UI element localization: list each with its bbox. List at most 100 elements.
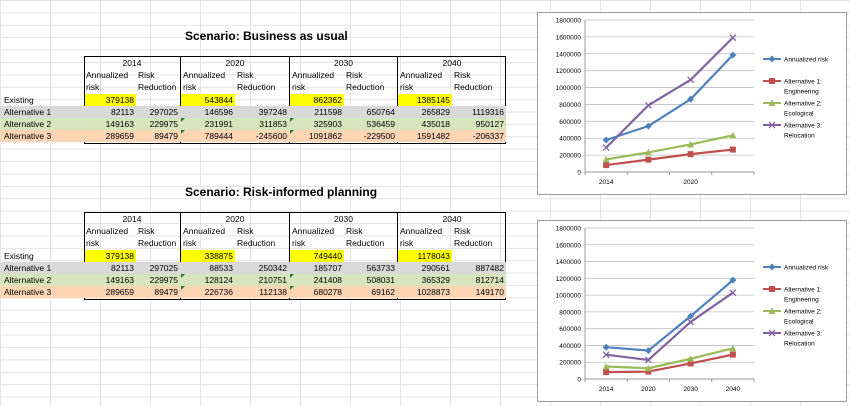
row-label[interactable]: Alternative 3 — [4, 287, 52, 297]
column-header-reduction[interactable]: Reduction — [346, 238, 385, 248]
table-cell[interactable]: 265829 — [421, 107, 450, 117]
table-cell[interactable]: 950127 — [475, 119, 504, 129]
column-header-risk[interactable]: Annualized — [292, 70, 335, 80]
table-cell[interactable]: 250342 — [258, 263, 287, 273]
table-cell[interactable]: 290561 — [421, 263, 450, 273]
table-cell[interactable]: 749440 — [290, 250, 344, 262]
table-cell[interactable]: 397248 — [258, 107, 287, 117]
table-cell[interactable]: 226736 — [204, 287, 233, 297]
year-header[interactable]: 2020 — [225, 58, 245, 68]
row-label[interactable]: Existing — [4, 251, 34, 261]
table-cell[interactable]: 1028873 — [416, 287, 450, 297]
column-header-risk[interactable]: risk — [86, 82, 100, 92]
table-cell[interactable]: 112138 — [259, 287, 287, 297]
column-header-risk[interactable]: risk — [292, 238, 306, 248]
year-header[interactable]: 2040 — [442, 214, 462, 224]
column-header-reduction[interactable]: Risk — [138, 70, 155, 80]
table-cell[interactable]: 543844 — [181, 94, 235, 106]
table-cell[interactable]: 69162 — [371, 287, 395, 297]
column-header-reduction[interactable]: Reduction — [454, 238, 493, 248]
column-header-risk[interactable]: Annualized — [86, 70, 129, 80]
column-header-reduction[interactable]: Reduction — [138, 82, 177, 92]
table-cell[interactable]: 365329 — [421, 275, 450, 285]
column-header-risk[interactable]: risk — [400, 82, 414, 92]
table-cell[interactable]: 297025 — [149, 263, 178, 273]
column-header-reduction[interactable]: Reduction — [346, 82, 385, 92]
table-cell[interactable]: 1119316 — [472, 107, 504, 117]
row-label[interactable]: Alternative 2 — [4, 275, 52, 285]
column-header-reduction[interactable]: Reduction — [138, 238, 177, 248]
table-cell[interactable]: 435018 — [421, 119, 450, 129]
column-header-reduction[interactable]: Reduction — [237, 238, 276, 248]
table-cell[interactable]: -229500 — [363, 131, 395, 141]
table-cell[interactable]: 146596 — [204, 107, 233, 117]
table-cell[interactable]: 1591482 — [416, 131, 450, 141]
table-cell[interactable]: 650764 — [366, 107, 395, 117]
table-cell[interactable]: 680278 — [313, 287, 342, 297]
column-header-risk[interactable]: risk — [292, 82, 306, 92]
column-header-risk[interactable]: Annualized — [183, 226, 226, 236]
risk-chart-business-as-usual[interactable]: 0 200000 400000 600000 800000 1000000 1200000 1… — [537, 12, 847, 195]
table-cell[interactable]: 89479 — [154, 131, 178, 141]
table-cell[interactable]: 88533 — [209, 263, 233, 273]
table-cell[interactable]: 211598 — [314, 107, 342, 117]
column-header-risk[interactable]: risk — [183, 238, 197, 248]
row-label[interactable]: Alternative 3 — [4, 131, 52, 141]
row-label[interactable]: Alternative 1 — [4, 263, 52, 273]
table-cell[interactable]: 149170 — [475, 287, 504, 297]
table-cell[interactable]: 149163 — [105, 119, 134, 129]
table-cell[interactable]: 1091862 — [308, 131, 342, 141]
row-label[interactable]: Alternative 2 — [4, 119, 52, 129]
year-header[interactable]: 2014 — [122, 214, 142, 224]
table-cell[interactable]: 379138 — [85, 94, 136, 106]
table-cell[interactable]: 536459 — [366, 119, 395, 129]
table-cell[interactable]: 289659 — [105, 131, 134, 141]
column-header-reduction[interactable]: Risk — [346, 70, 363, 80]
table-cell[interactable]: 82113 — [110, 107, 134, 117]
column-header-reduction[interactable]: Risk — [346, 226, 363, 236]
table-cell[interactable]: 1178043 — [398, 250, 452, 262]
column-header-risk[interactable]: risk — [86, 238, 100, 248]
column-header-reduction[interactable]: Risk — [454, 226, 471, 236]
year-header[interactable]: 2030 — [334, 58, 353, 68]
column-header-risk[interactable]: Annualized — [183, 70, 226, 80]
table-cell[interactable]: -206337 — [472, 131, 504, 141]
year-header[interactable]: 2014 — [122, 58, 142, 68]
table-cell[interactable]: -245600 — [255, 131, 287, 141]
row-label[interactable]: Existing — [4, 95, 34, 105]
column-header-reduction[interactable]: Risk — [138, 226, 155, 236]
column-header-reduction[interactable]: Reduction — [237, 82, 276, 92]
column-header-reduction[interactable]: Reduction — [454, 82, 493, 92]
table-cell[interactable]: 862362 — [290, 94, 344, 106]
table-cell[interactable]: 149163 — [105, 275, 134, 285]
table-cell[interactable]: 563733 — [366, 263, 395, 273]
column-header-risk[interactable]: Annualized — [292, 226, 335, 236]
column-header-reduction[interactable]: Risk — [237, 70, 254, 80]
column-header-risk[interactable]: Annualized — [400, 226, 443, 236]
table-cell[interactable]: 289659 — [105, 287, 134, 297]
table-cell[interactable]: 128124 — [204, 275, 233, 285]
table-cell[interactable]: 379138 — [85, 250, 136, 262]
column-header-reduction[interactable]: Risk — [454, 70, 471, 80]
table-cell[interactable]: 241408 — [313, 275, 342, 285]
table-cell[interactable]: 229975 — [149, 275, 178, 285]
table-cell[interactable]: 812714 — [475, 275, 504, 285]
column-header-risk[interactable]: Annualized — [86, 226, 129, 236]
table-cell[interactable]: 229975 — [149, 119, 178, 129]
column-header-risk[interactable]: Annualized — [400, 70, 443, 80]
table-cell[interactable]: 789444 — [204, 131, 233, 141]
table-cell[interactable]: 210751 — [258, 275, 287, 285]
table-cell[interactable]: 338875 — [181, 250, 235, 262]
column-header-risk[interactable]: risk — [183, 82, 197, 92]
table-cell[interactable]: 508031 — [366, 275, 395, 285]
table-cell[interactable]: 1385145 — [398, 94, 452, 106]
table-cell[interactable]: 89479 — [154, 287, 178, 297]
table-cell[interactable]: 231991 — [204, 119, 233, 129]
table-cell[interactable]: 887482 — [475, 263, 504, 273]
table-cell[interactable]: 185707 — [313, 263, 342, 273]
row-label[interactable]: Alternative 1 — [4, 107, 52, 117]
table-cell[interactable]: 297025 — [149, 107, 178, 117]
year-header[interactable]: 2030 — [334, 214, 353, 224]
table-cell[interactable]: 82113 — [110, 263, 134, 273]
table-cell[interactable]: 311853 — [259, 119, 287, 129]
